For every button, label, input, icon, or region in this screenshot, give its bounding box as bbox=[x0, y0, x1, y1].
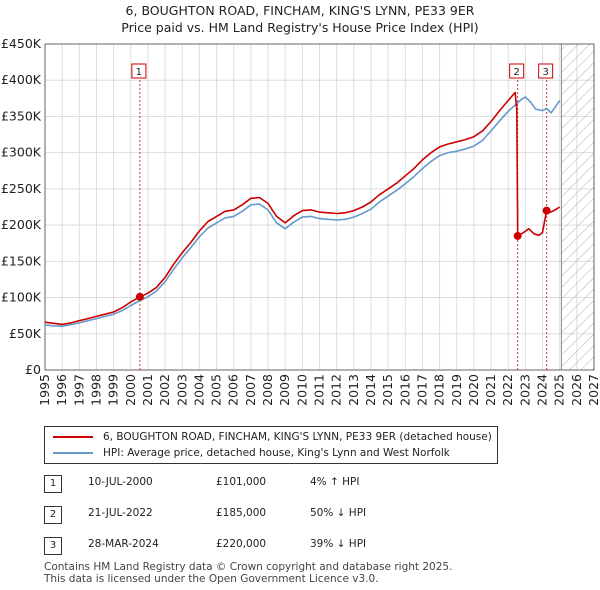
x-tick-label: 2011 bbox=[312, 374, 327, 406]
x-tick-label: 2010 bbox=[294, 374, 309, 406]
x-tick-label: 2013 bbox=[346, 374, 361, 406]
sale-row: 2 21-JUL-2022 £185,000 50% ↓ HPI bbox=[0, 503, 600, 525]
forecast-hatch bbox=[560, 44, 594, 370]
sale-price: £101,000 bbox=[216, 476, 267, 488]
y-tick-label: £50K bbox=[9, 326, 42, 341]
x-tick-label: 2021 bbox=[483, 374, 498, 406]
x-tick-label: 2016 bbox=[397, 374, 412, 406]
x-tick-label: 1999 bbox=[106, 374, 121, 406]
x-tick-label: 2027 bbox=[586, 374, 600, 406]
sale-label-box bbox=[131, 63, 147, 79]
plot-frame bbox=[44, 43, 595, 371]
sale-number-badge: 1 bbox=[44, 475, 62, 493]
sale-label-box bbox=[509, 63, 525, 79]
x-tick-label: 2012 bbox=[329, 374, 344, 406]
x-tick-label: 2025 bbox=[552, 374, 567, 406]
sale-row: 1 10-JUL-2000 £101,000 4% ↑ HPI bbox=[0, 472, 600, 494]
x-tick-label: 2017 bbox=[414, 374, 429, 406]
sale-point bbox=[135, 292, 144, 301]
axes: £0 £50K £100K £150K £200K £250K £300K £350K £400… bbox=[1, 36, 600, 406]
price-chart: £0 £50K £100K £150K £200K £250K £300K £350K £400… bbox=[1, 36, 600, 406]
x-tick-label: 1995 bbox=[37, 374, 52, 406]
x-tick-label: 2020 bbox=[466, 374, 481, 406]
x-tick-label: 2000 bbox=[123, 374, 138, 406]
legend-swatch-property bbox=[53, 436, 93, 438]
footer-copyright: Contains HM Land Registry data © Crown c… bbox=[44, 561, 453, 573]
legend: 6, BOUGHTON ROAD, FINCHAM, KING'S LYNN, … bbox=[44, 426, 498, 464]
y-tick-label: £400K bbox=[1, 72, 42, 87]
forecast-hatch-area bbox=[561, 44, 594, 370]
x-tick-label: 2015 bbox=[380, 374, 395, 406]
sale-price: £185,000 bbox=[216, 507, 267, 519]
x-tick-label: 2026 bbox=[569, 374, 584, 406]
grid-lines bbox=[44, 43, 595, 371]
x-tick-label: 2005 bbox=[209, 374, 224, 406]
legend-swatch-hpi bbox=[53, 452, 93, 454]
sale-point bbox=[513, 231, 522, 240]
x-tick-label: 2023 bbox=[517, 374, 532, 406]
y-tick-label: £150K bbox=[1, 253, 42, 268]
sale-label-box bbox=[538, 63, 554, 79]
legend-label-property: 6, BOUGHTON ROAD, FINCHAM, KING'S LYNN, … bbox=[103, 431, 492, 443]
sale-hpi-comparison: 39% ↓ HPI bbox=[310, 538, 367, 550]
x-tick-label: 2002 bbox=[157, 374, 172, 406]
x-tick-label: 2018 bbox=[432, 374, 447, 406]
x-tick-label: 2024 bbox=[535, 374, 550, 406]
x-tick-label: 2007 bbox=[243, 374, 258, 406]
sale-date: 10-JUL-2000 bbox=[88, 476, 153, 488]
y-tick-label: £200K bbox=[1, 217, 42, 232]
sale-row: 3 28-MAR-2024 £220,000 39% ↓ HPI bbox=[0, 534, 600, 556]
y-tick-label: £350K bbox=[1, 108, 42, 123]
legend-item-property: 6, BOUGHTON ROAD, FINCHAM, KING'S LYNN, … bbox=[53, 429, 492, 445]
x-tick-label: 1997 bbox=[71, 374, 86, 406]
sale-label-number: 3 bbox=[542, 67, 548, 78]
sale-markers: 1 2 3 bbox=[131, 63, 554, 301]
y-tick-label: £250K bbox=[1, 181, 42, 196]
sale-date: 28-MAR-2024 bbox=[88, 538, 159, 550]
x-tick-label: 1996 bbox=[54, 374, 69, 406]
chart-title: 6, BOUGHTON ROAD, FINCHAM, KING'S LYNN, … bbox=[0, 2, 600, 36]
x-tick-label: 2009 bbox=[277, 374, 292, 406]
footer-license: This data is licensed under the Open Gov… bbox=[44, 573, 379, 585]
sale-label-number: 2 bbox=[513, 67, 519, 78]
sale-number-badge: 3 bbox=[44, 537, 62, 555]
sale-hpi-comparison: 4% ↑ HPI bbox=[310, 476, 360, 488]
sale-point bbox=[542, 206, 551, 215]
hpi-line bbox=[44, 96, 561, 327]
y-tick-label: £100K bbox=[1, 290, 42, 305]
legend-label-hpi: HPI: Average price, detached house, King… bbox=[103, 447, 450, 459]
x-tick-label: 2019 bbox=[449, 374, 464, 406]
y-tick-label: £450K bbox=[1, 36, 42, 51]
x-tick-label: 2022 bbox=[500, 374, 515, 406]
legend-item-hpi: HPI: Average price, detached house, King… bbox=[53, 445, 450, 461]
x-tick-label: 1998 bbox=[88, 374, 103, 406]
x-tick-label: 2008 bbox=[260, 374, 275, 406]
x-tick-label: 2014 bbox=[363, 374, 378, 406]
x-tick-label: 2004 bbox=[191, 374, 206, 406]
chart-title-line2: Price paid vs. HM Land Registry's House … bbox=[121, 20, 479, 35]
sale-price: £220,000 bbox=[216, 538, 267, 550]
chart-title-line1: 6, BOUGHTON ROAD, FINCHAM, KING'S LYNN, … bbox=[125, 3, 475, 18]
sale-number-badge: 2 bbox=[44, 506, 62, 524]
y-tick-label: £0 bbox=[25, 362, 41, 377]
x-tick-label: 2003 bbox=[174, 374, 189, 406]
footer-attribution: Contains HM Land Registry data © Crown c… bbox=[44, 561, 452, 585]
sale-hpi-comparison: 50% ↓ HPI bbox=[310, 507, 367, 519]
x-tick-label: 2006 bbox=[226, 374, 241, 406]
x-tick-label: 2001 bbox=[140, 374, 155, 406]
sale-date: 21-JUL-2022 bbox=[88, 507, 153, 519]
sale-label-number: 1 bbox=[136, 67, 142, 78]
y-tick-label: £300K bbox=[1, 145, 42, 160]
